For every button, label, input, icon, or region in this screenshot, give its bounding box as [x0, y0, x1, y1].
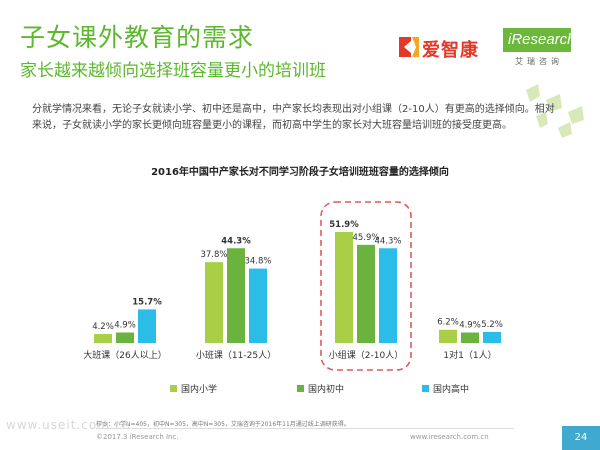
category-label: 小班课（11-25人） [196, 349, 276, 361]
bar [439, 329, 457, 343]
iresearch-logo: iResearch 艾瑞咨询 [503, 28, 576, 70]
bar [483, 331, 501, 343]
legend-swatch [170, 385, 177, 392]
category-label: 1对1（1人） [443, 349, 496, 361]
page-number: 24 [562, 426, 600, 450]
bar-value-label: 45.9% [352, 233, 379, 243]
bar-value-label: 44.3% [374, 236, 401, 246]
site-url: www.iresearch.com.cn [410, 433, 489, 441]
bar [379, 248, 397, 343]
aizhikang-logo-icon [399, 37, 419, 57]
decorative-figures-icon [526, 84, 584, 138]
bar-value-label: 15.7% [132, 297, 162, 307]
category-label: 小组课（2-10人） [329, 349, 403, 361]
bar [94, 334, 112, 343]
watermark: www.useit.com.cn [6, 418, 131, 432]
legend-label: 国内小学 [181, 385, 218, 395]
bar-value-label: 4.9% [459, 321, 481, 331]
legend-label: 国内高中 [433, 385, 470, 395]
iresearch-logo-cn: 艾瑞咨询 [515, 57, 563, 66]
bar [116, 332, 134, 343]
highlight-box [320, 201, 412, 371]
bar-value-label: 44.3% [221, 236, 251, 246]
bar-value-label: 37.8% [200, 250, 227, 260]
chart-legend: 国内小学 国内初中 国内高中 [0, 384, 600, 396]
aizhikang-logo-text: 爱智康 [422, 40, 479, 61]
aizhikang-logo: 爱智康 [399, 36, 494, 61]
bar [335, 232, 353, 343]
bar-value-label: 4.2% [92, 322, 114, 332]
legend-label: 国内初中 [308, 385, 345, 395]
sample-note: 样本：小学N=405，初中N=305，高中N=305，艾瑞咨询于2016年11月… [96, 421, 350, 428]
iresearch-logo-text: iResearch [508, 31, 576, 48]
bar [249, 268, 267, 343]
legend-item: 国内小学 [170, 384, 217, 396]
legend-swatch [422, 385, 429, 392]
bar [227, 248, 245, 343]
bar-value-label: 5.2% [481, 320, 503, 330]
bar [357, 244, 375, 343]
bar-value-label: 34.8% [244, 257, 271, 267]
bar-value-label: 6.2% [437, 318, 459, 328]
footer-divider [96, 428, 514, 429]
chart-title: 2016年中国中产家长对不同学习阶段子女培训班班容量的选择倾向 [151, 167, 449, 178]
legend-swatch [297, 385, 304, 392]
category-label: 大班课（26人以上） [83, 349, 166, 361]
bar [205, 262, 223, 343]
bar-value-label: 51.9% [329, 220, 359, 230]
iresearch-logo-box: iResearch [503, 28, 576, 52]
slide-title: 子女课外教育的需求 [20, 23, 255, 52]
bar [138, 309, 156, 343]
bar [461, 332, 479, 343]
description-text: 分就学情况来看，无论子女就读小学、初中还是高中，中产家长均表现出对小组课（2-1… [32, 104, 555, 131]
legend-item: 国内初中 [297, 384, 344, 396]
copyright: ©2017.3 iResearch Inc. [96, 433, 179, 441]
bar-chart: 4.2% 4.9%15.7%37.8%44.3%34.8%51.9%45.9%44… [83, 201, 503, 371]
slide-subtitle: 家长越来越倾向选择班容量更小的培训班 [20, 61, 326, 81]
legend-item: 国内高中 [422, 384, 469, 396]
bar-value-label: 4.9% [114, 321, 136, 331]
